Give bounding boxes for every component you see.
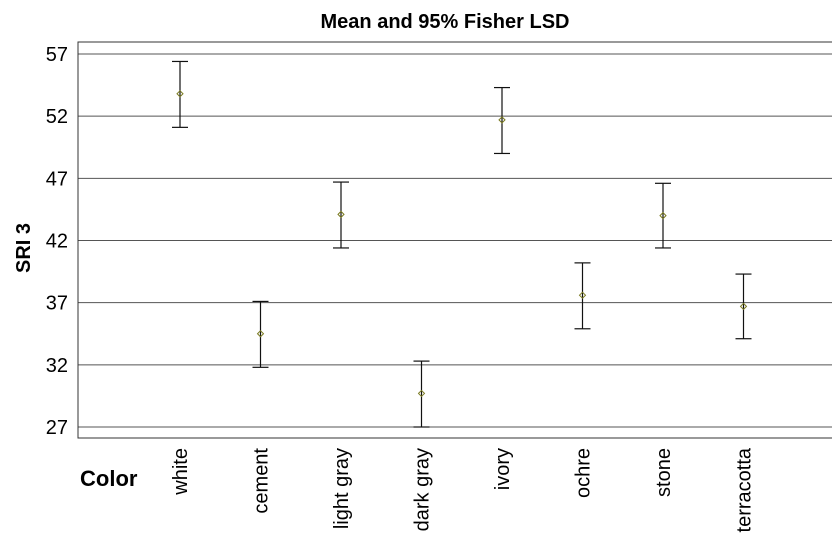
x-tick-label: white	[170, 448, 192, 496]
x-tick-layer: white cement light gray dark gray ivory ochre…	[170, 447, 756, 532]
mean-marker	[256, 330, 265, 338]
y-tick-label: 27	[46, 417, 68, 439]
mean-marker	[498, 116, 506, 124]
y-tick-label: 47	[46, 168, 68, 190]
y-tick-label: 37	[46, 293, 68, 315]
x-tick-label: light gray	[331, 448, 353, 529]
error-bar-group	[494, 86, 510, 155]
x-tick-label: ochre	[573, 448, 595, 498]
x-tick-label: stone	[653, 448, 675, 497]
mean-marker	[739, 302, 748, 311]
x-tick-label: ivory	[492, 448, 514, 490]
x-tick-label: terracotta	[734, 447, 756, 532]
mean-marker	[659, 211, 667, 220]
x-axis-label: Color	[80, 466, 138, 491]
error-bar-group	[172, 60, 188, 128]
error-bar-group	[252, 300, 269, 368]
y-tick-label: 52	[46, 106, 68, 128]
error-bar-group	[574, 262, 591, 330]
x-tick-label: dark gray	[412, 448, 434, 531]
error-bar-group	[655, 182, 671, 249]
error-bar-group	[735, 273, 752, 340]
y-tick-label: 32	[46, 355, 68, 377]
y-axis-label: SRI 3	[13, 223, 35, 273]
y-tick-label: 57	[46, 44, 68, 66]
chart-title: Mean and 95% Fisher LSD	[321, 11, 570, 33]
error-bar-group	[413, 360, 430, 428]
mean-marker	[417, 389, 426, 398]
y-tick-layer: 27 32 37 42 47 52 57	[46, 44, 68, 439]
series-layer	[172, 60, 752, 428]
x-tick-label: cement	[251, 448, 273, 514]
plot-frame	[77, 41, 832, 439]
error-bar-group	[333, 181, 349, 249]
mean-marker	[337, 210, 345, 219]
grid-layer	[78, 53, 832, 428]
mean-marker	[578, 291, 587, 299]
y-tick-label: 42	[46, 231, 68, 253]
mean-marker	[176, 90, 184, 98]
